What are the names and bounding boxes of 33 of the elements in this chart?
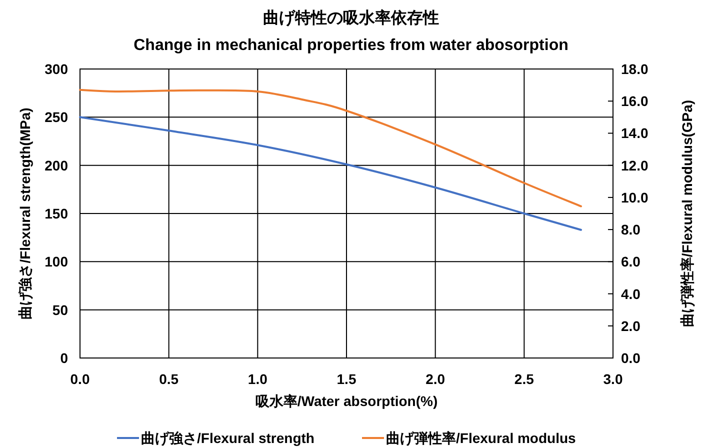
x-tick-label: 3.0	[603, 371, 623, 387]
x-tick-label: 2.5	[514, 371, 534, 387]
y2-tick-label: 14.0	[621, 125, 648, 142]
legend-label: 曲げ弾性率/Flexural modulus	[386, 430, 576, 446]
y-tick-label: 150	[44, 206, 68, 222]
line-series	[79, 88, 582, 208]
x-tick-label: 0.5	[159, 371, 179, 387]
y-tick-label: 300	[44, 61, 68, 77]
chart-subtitle: Change in mechanical properties from water abosorption	[134, 37, 568, 54]
y2-tick-label: 12.0	[621, 157, 648, 174]
y2-tick-label: 16.0	[621, 93, 648, 110]
y2-axis-title: 曲げ弾性率/Flexural modulus(GPa)	[679, 100, 695, 328]
y-tick-label: 50	[52, 302, 68, 318]
legend-label: 曲げ強さ/Flexural strength	[141, 430, 314, 446]
chart-title: 曲げ特性の吸水率依存性	[263, 8, 439, 27]
x-axis-title: 吸水率/Water absorption(%)	[255, 393, 438, 409]
y2-tick-label: 4.0	[621, 286, 641, 302]
y2-tick-label: 8.0	[621, 222, 641, 238]
line-series	[79, 116, 582, 231]
y2-tick-label: 18.0	[621, 61, 648, 77]
y-tick-label: 200	[44, 157, 68, 174]
x-tick-label: 1.0	[248, 371, 268, 387]
x-tick-label: 0.0	[70, 371, 90, 387]
y-tick-label: 250	[44, 109, 68, 126]
y2-tick-label: 2.0	[621, 318, 641, 334]
y-axis-title: 曲げ強さ/Flexural strength(MPa)	[17, 108, 33, 320]
x-tick-label: 1.5	[336, 371, 356, 387]
y-tick-label: 0	[60, 350, 68, 366]
x-tick-label: 2.0	[426, 371, 446, 387]
y2-tick-label: 10.0	[621, 189, 648, 206]
y-tick-label: 100	[44, 254, 68, 270]
y2-tick-label: 6.0	[621, 254, 641, 270]
y2-tick-label: 0.0	[621, 350, 641, 366]
